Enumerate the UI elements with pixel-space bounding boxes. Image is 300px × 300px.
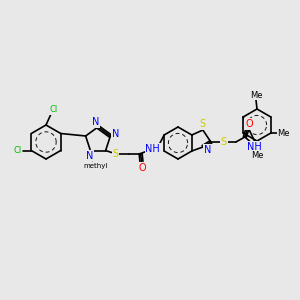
Text: S: S [200, 119, 206, 129]
Text: N: N [92, 117, 100, 127]
Text: Me: Me [278, 128, 290, 137]
Text: N: N [86, 151, 93, 160]
Text: NH: NH [248, 142, 262, 152]
Text: O: O [245, 119, 253, 129]
Text: Me: Me [250, 91, 262, 100]
Text: O: O [139, 163, 146, 172]
Text: Me: Me [251, 151, 263, 160]
Text: S: S [112, 148, 119, 158]
Text: N: N [112, 129, 119, 139]
Text: methyl: methyl [83, 163, 107, 169]
Text: S: S [221, 137, 227, 147]
Text: Cl: Cl [50, 106, 58, 115]
Text: Cl: Cl [13, 146, 21, 155]
Text: NH: NH [145, 143, 160, 154]
Text: N: N [204, 145, 211, 155]
